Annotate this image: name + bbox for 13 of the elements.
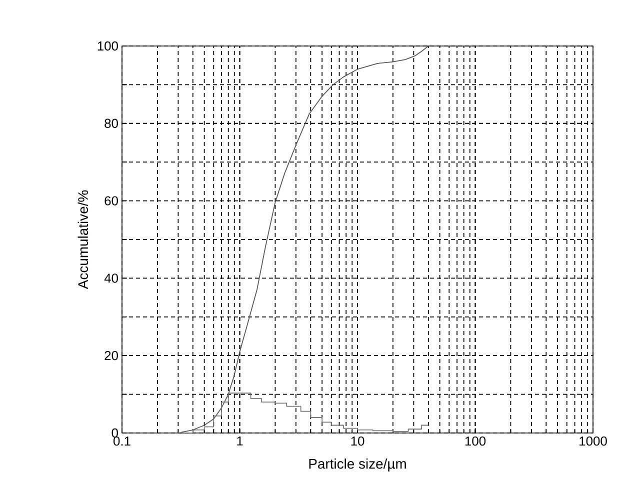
x-tick-label: 1 — [237, 436, 243, 446]
x-axis-title: Particle size/µm — [309, 458, 406, 472]
x-tick-label: 0.1 — [114, 436, 130, 446]
y-tick-label: 60 — [104, 196, 118, 206]
y-tick-label: 100 — [98, 41, 118, 51]
x-tick-label: 100 — [465, 436, 486, 446]
y-axis-title: Accumulative/% — [78, 190, 88, 290]
x-tick-label: 1000 — [580, 436, 607, 446]
y-tick-label: 20 — [104, 350, 118, 360]
y-tick-label: 80 — [104, 118, 118, 128]
y-tick-label: 40 — [104, 274, 118, 283]
x-tick-label: 10 — [351, 436, 364, 446]
y-tick-label: 0 — [112, 428, 118, 438]
